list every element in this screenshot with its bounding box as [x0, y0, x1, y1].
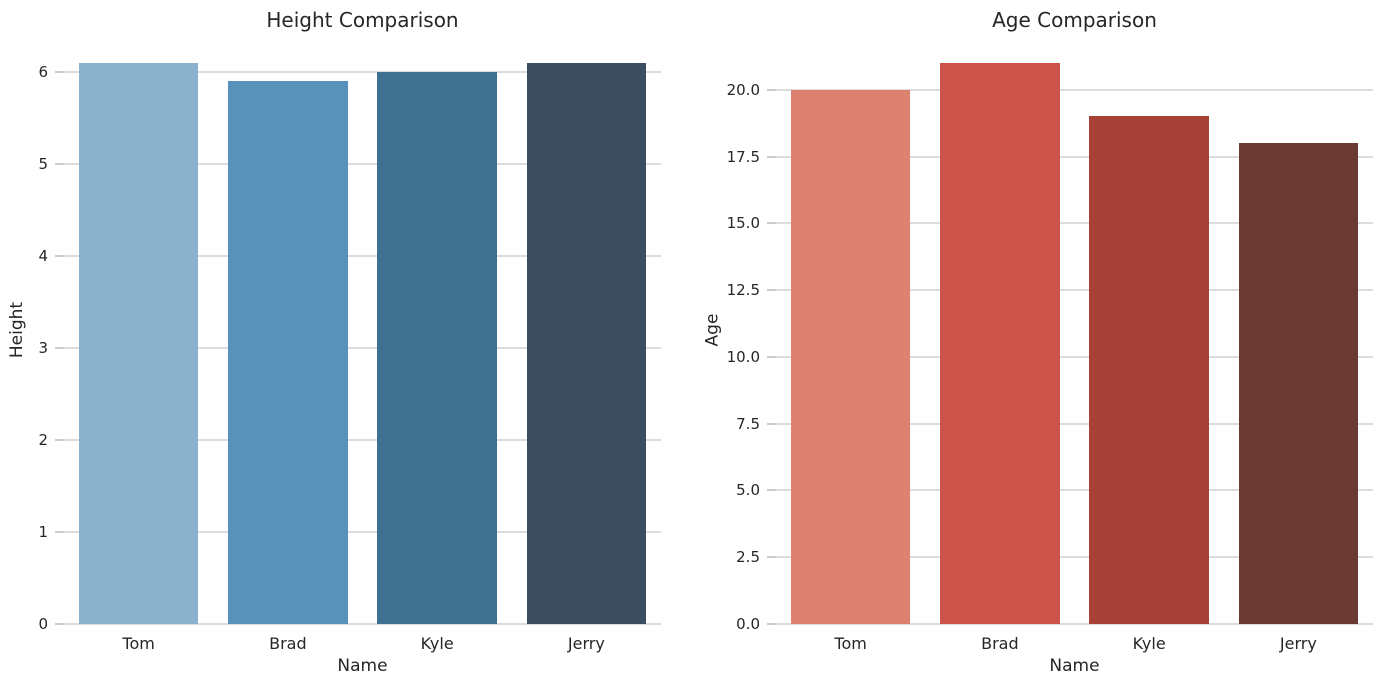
x-axis-label: Name	[337, 656, 388, 676]
y-tick-label: 20.0	[726, 80, 760, 99]
y-tick-label: 6	[38, 62, 48, 81]
plot-area: 0.0 2.5 5.0 7.5 10.0 12.5 15.0 17.5 20.0 Tom Brad K…	[727, 35, 1373, 653]
gridline	[64, 623, 661, 625]
y-tick-mark	[55, 346, 64, 349]
gridline	[776, 623, 1373, 625]
y-tick-label: 5.0	[736, 481, 760, 500]
gridline	[776, 155, 1373, 158]
y-tick-label: 15.0	[726, 214, 760, 233]
y-tick-mark	[55, 438, 64, 441]
gridline	[64, 346, 661, 349]
y-tick-label: 0.0	[736, 615, 760, 633]
y-tick-mark	[55, 162, 64, 165]
x-tick-label: Kyle	[420, 634, 454, 653]
y-tick-label: 2.5	[736, 548, 760, 567]
gridline	[64, 70, 661, 73]
x-axis-label: Name	[1049, 656, 1100, 676]
y-tick-mark	[767, 623, 776, 625]
y-tick-mark	[767, 289, 776, 292]
x-tick-label: Jerry	[567, 634, 605, 653]
bar-brad	[940, 63, 1060, 624]
bar-jerry	[1238, 143, 1359, 624]
y-tick-mark	[767, 88, 776, 91]
y-tick-mark	[767, 422, 776, 425]
gridline	[776, 222, 1373, 225]
bar-brad	[228, 81, 348, 624]
x-tick-label: Kyle	[1132, 634, 1166, 653]
y-tick-label: 2	[38, 430, 48, 449]
gridline	[64, 530, 661, 533]
y-tick-mark	[767, 222, 776, 225]
height-comparison-chart: Height Comparison Height 0 1 2 3 4 5 6 Tom Brad K…	[0, 0, 694, 690]
gridline	[776, 422, 1373, 425]
y-tick-mark	[55, 70, 64, 73]
gridline	[64, 254, 661, 257]
y-tick-label: 17.5	[726, 147, 760, 166]
y-tick-label: 3	[38, 338, 48, 357]
bar-jerry	[526, 62, 647, 624]
x-tick-label: Jerry	[1279, 634, 1317, 653]
bar-kyle	[377, 71, 497, 624]
y-tick-label: 1	[38, 522, 48, 541]
y-tick-label: 7.5	[736, 414, 760, 433]
gridline	[776, 355, 1373, 358]
x-tick-label: Brad	[981, 634, 1019, 653]
y-tick-mark	[55, 254, 64, 257]
y-tick-mark	[767, 489, 776, 492]
y-tick-mark	[55, 623, 64, 625]
chart-title: Height Comparison	[266, 8, 459, 32]
y-tick-label: 5	[38, 154, 48, 173]
y-tick-label: 0	[38, 615, 48, 633]
gridline	[64, 162, 661, 165]
y-tick-label: 12.5	[726, 281, 760, 300]
y-tick-label: 4	[38, 246, 48, 265]
y-tick-label: 10.0	[726, 347, 760, 366]
y-axis-label-text: Age	[702, 313, 723, 346]
y-tick-mark	[767, 355, 776, 358]
chart-title: Age Comparison	[992, 8, 1157, 32]
y-tick-mark	[767, 556, 776, 559]
y-tick-mark	[55, 530, 64, 533]
x-tick-label: Tom	[122, 634, 155, 653]
x-tick-label: Tom	[834, 634, 867, 653]
gridline	[64, 438, 661, 441]
x-tick-label: Brad	[269, 634, 307, 653]
y-axis-label: Age	[701, 35, 723, 624]
gridline	[776, 88, 1373, 91]
y-tick-mark	[767, 155, 776, 158]
plot-area: 0 1 2 3 4 5 6 Tom Brad Kyle Jerry	[38, 35, 661, 653]
age-comparison-chart: Age Comparison Age 0.0 2.5 5.0 7.5 10.0 12.5 1…	[695, 0, 1389, 690]
bar-kyle	[1089, 116, 1209, 624]
bar-tom	[78, 62, 199, 624]
bar-tom	[790, 89, 911, 624]
gridline	[776, 556, 1373, 559]
gridline	[776, 489, 1373, 492]
gridline	[776, 289, 1373, 292]
